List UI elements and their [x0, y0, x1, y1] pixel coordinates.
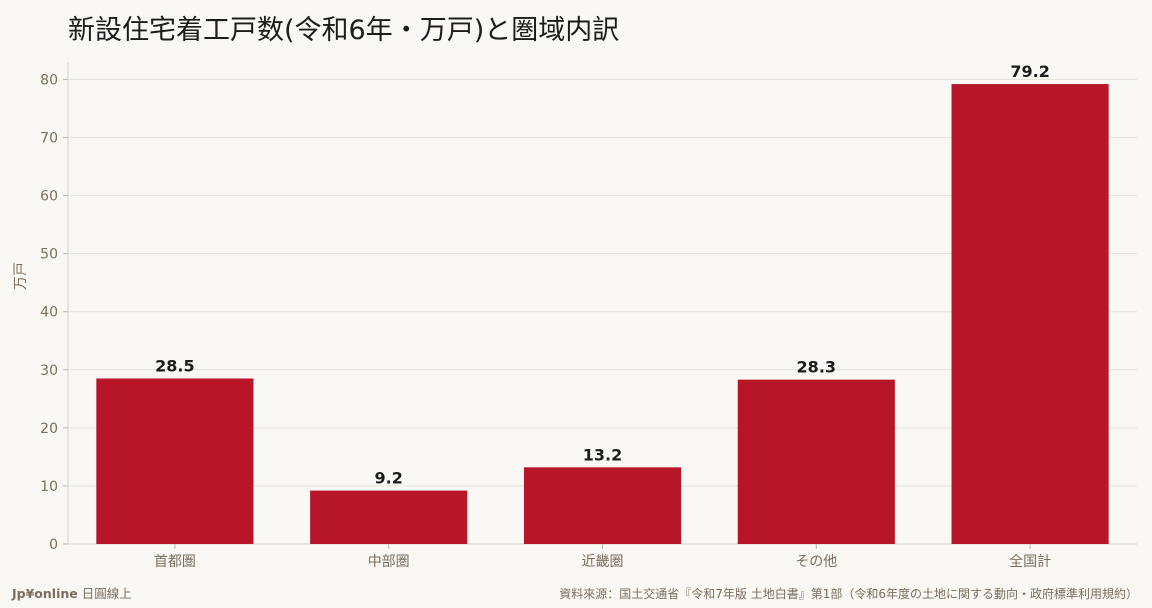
chart-title: 新設住宅着工戸数(令和6年・万戸)と圏域内訳 — [68, 15, 620, 46]
source-note: 資料來源：国土交通省『令和7年版 土地白書』第1部（令和6年度の土地に関する動向… — [559, 587, 1138, 601]
y-tick-label: 40 — [40, 305, 58, 321]
bar — [737, 379, 895, 544]
x-category-label: 近畿圏 — [582, 554, 624, 570]
y-tick-label: 50 — [40, 247, 58, 263]
bar-value-label: 79.2 — [1010, 62, 1049, 81]
y-tick-label: 20 — [40, 421, 58, 437]
y-tick-label: 70 — [40, 130, 58, 146]
x-category-label: 中部圏 — [368, 554, 410, 570]
y-tick-label: 80 — [40, 72, 58, 88]
bar-value-label: 13.2 — [583, 445, 622, 464]
bar — [310, 490, 468, 544]
y-tick-label: 30 — [40, 363, 58, 379]
y-tick-label: 10 — [40, 479, 58, 495]
x-category-label: 首都圏 — [154, 554, 196, 570]
brand-suffix: 日圓線上 — [81, 586, 132, 601]
bar — [951, 84, 1109, 544]
bar-value-label: 28.3 — [797, 358, 836, 377]
footer-brand: Jp¥online 日圓線上 — [12, 583, 132, 602]
x-category-label: その他 — [795, 554, 837, 570]
bar — [523, 467, 682, 544]
y-tick-label: 0 — [49, 537, 58, 553]
y-tick-label: 60 — [40, 189, 58, 205]
brand-name: Jp¥online — [12, 586, 78, 601]
bar — [96, 378, 254, 544]
bar-value-label: 28.5 — [155, 356, 194, 375]
x-category-label: 全国計 — [1009, 553, 1051, 570]
bar-value-label: 9.2 — [375, 469, 403, 488]
